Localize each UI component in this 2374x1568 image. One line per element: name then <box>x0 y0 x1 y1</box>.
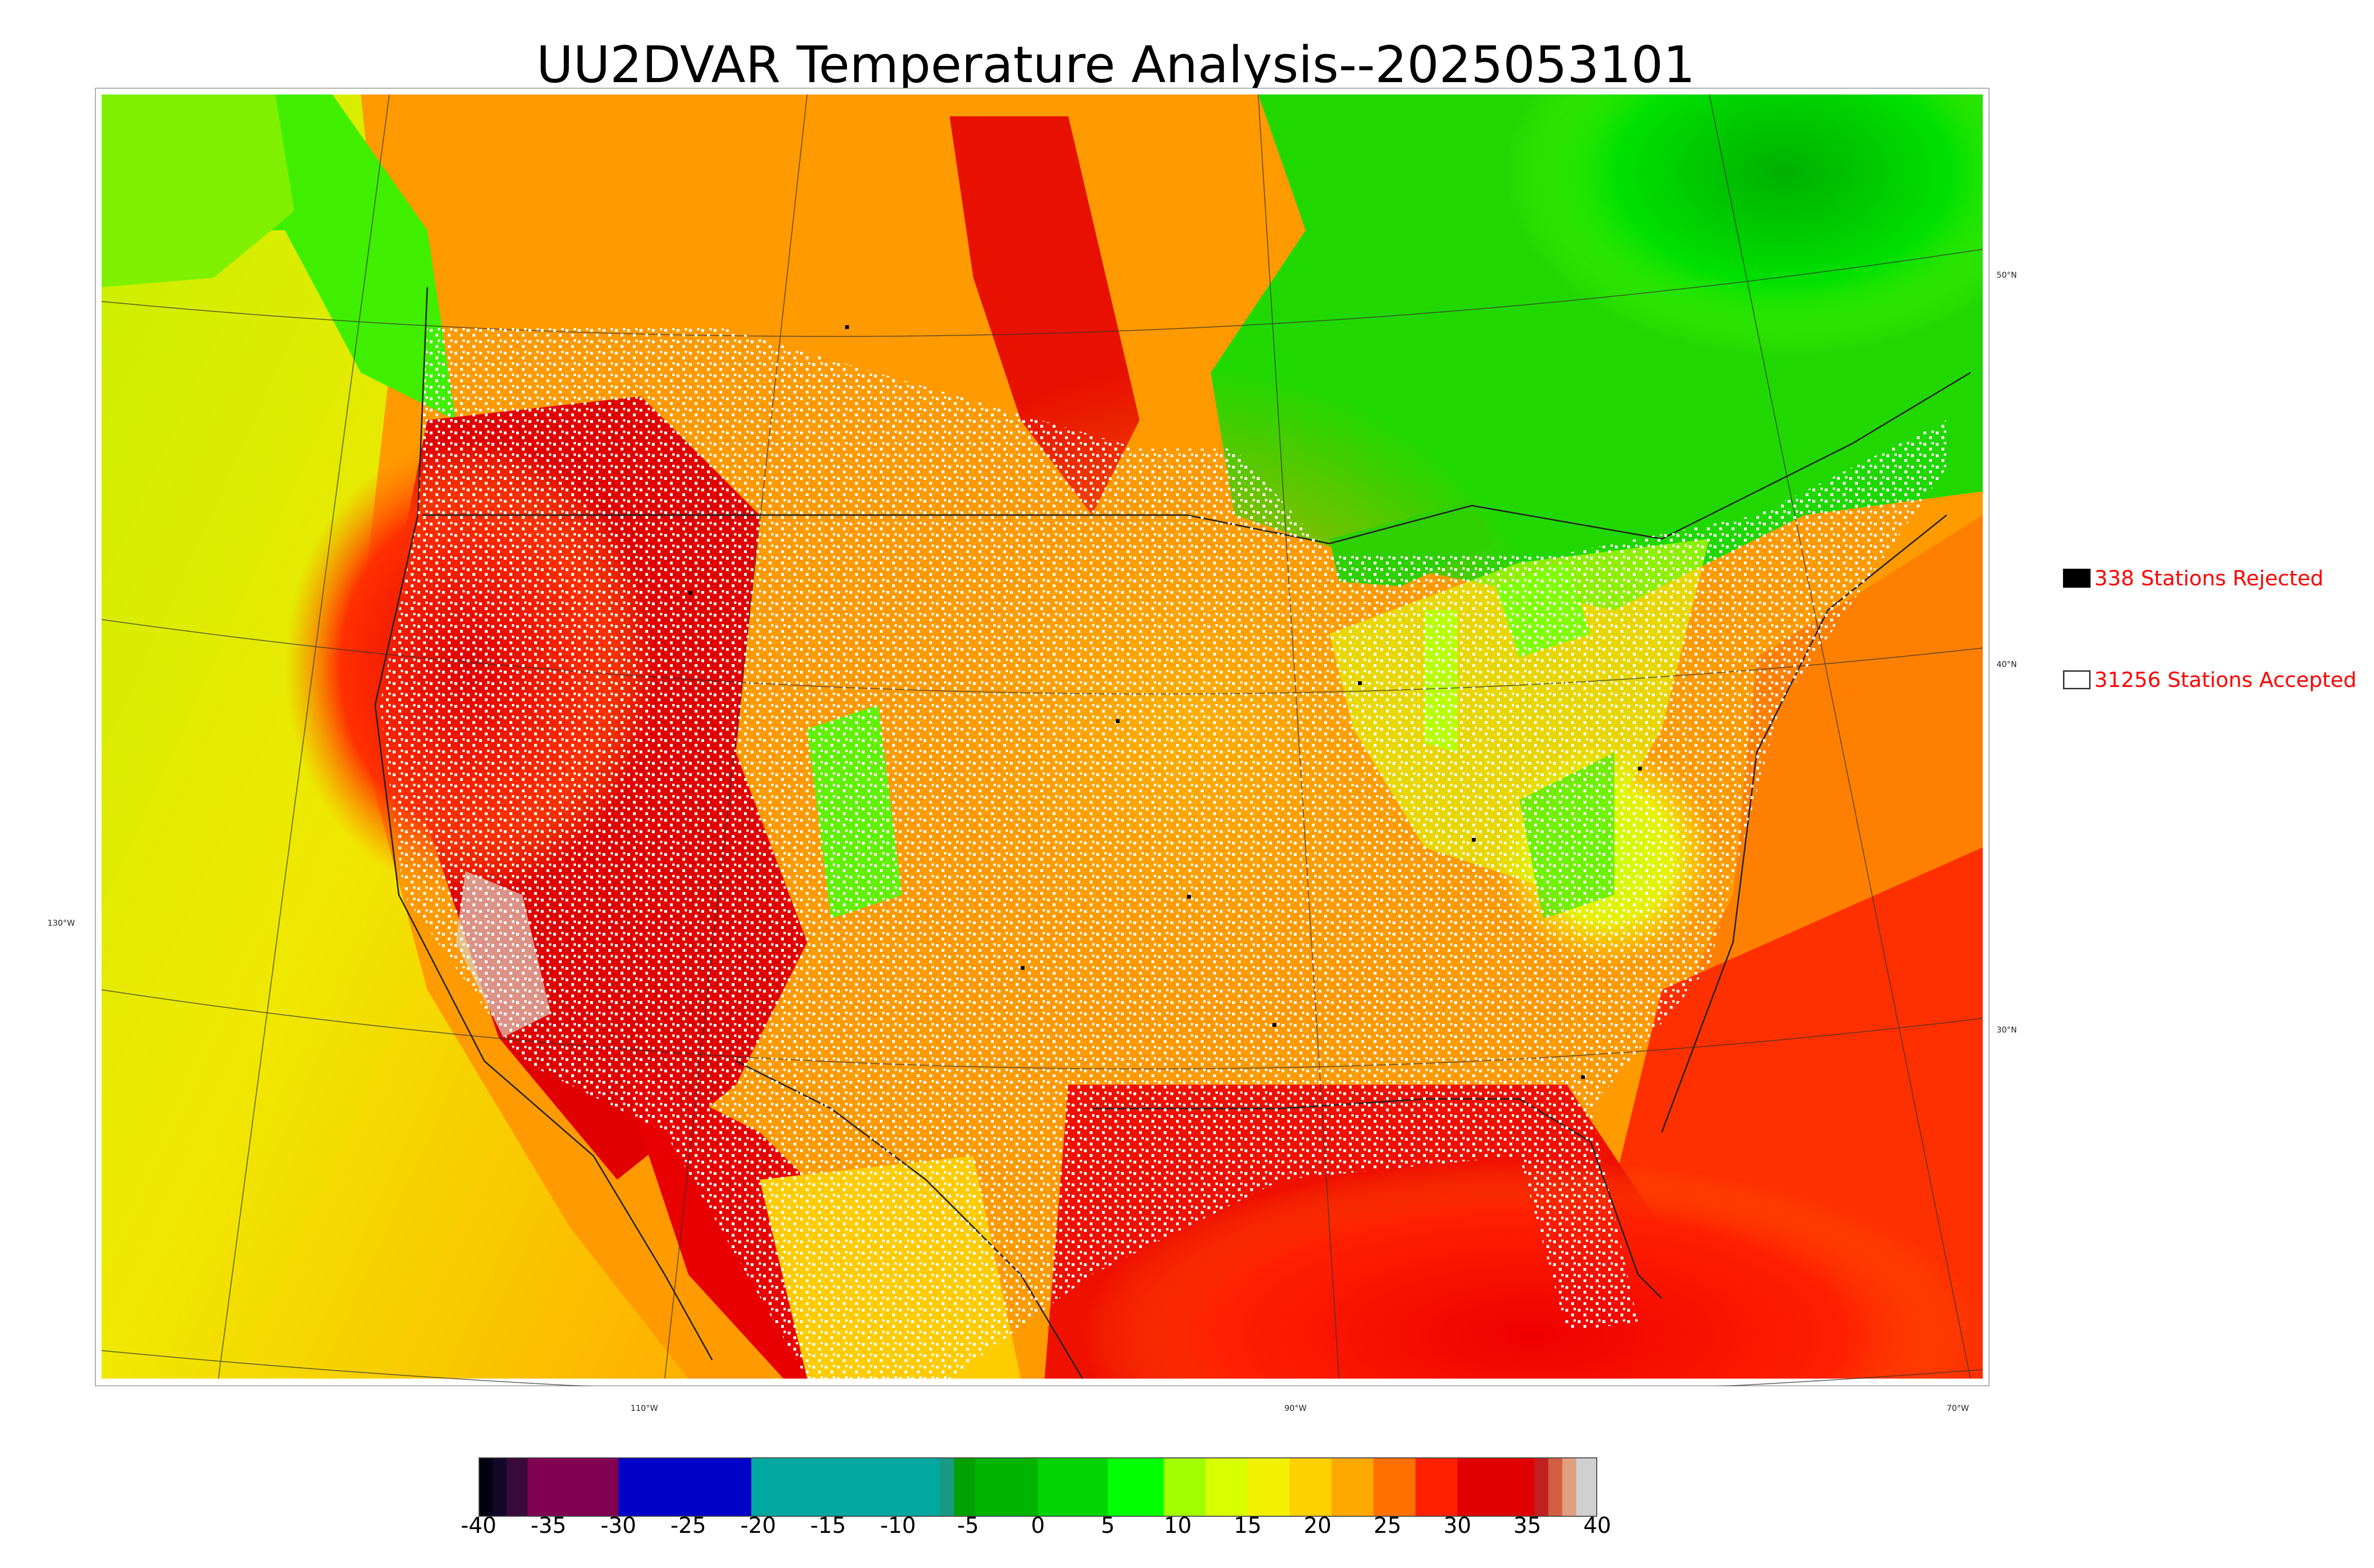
lat-label-30n: 30°N <box>1997 1025 2017 1035</box>
colorbar-tick-label: -15 <box>810 1512 846 1538</box>
colorbar-segment <box>1534 1457 1549 1517</box>
colorbar-segment <box>975 1457 1038 1517</box>
colorbar-tick-label: -40 <box>461 1512 497 1538</box>
lon-label-110w: 110°W <box>631 1404 658 1413</box>
lat-label-50n: 50°N <box>1997 271 2017 280</box>
lat-label-40n: 40°N <box>1997 660 2017 669</box>
colorbar-segment <box>751 1457 843 1517</box>
colorbar-segment <box>1206 1457 1248 1517</box>
colorbar-segment <box>1548 1457 1563 1517</box>
colorbar-tick-label: 10 <box>1164 1512 1192 1538</box>
legend-accepted: 31256 Stations Accepted <box>2063 663 2356 696</box>
colorbar-tick-label: -30 <box>600 1512 637 1538</box>
colorbar-tick-label: 40 <box>1583 1512 1611 1538</box>
colorbar-segment <box>1290 1457 1332 1517</box>
colorbar-tick-label: 5 <box>1101 1512 1115 1538</box>
colorbar-tick-label: 30 <box>1443 1512 1471 1538</box>
colorbar-tick-label: 0 <box>1031 1512 1045 1538</box>
rejected-swatch <box>2063 569 2091 588</box>
colorbar-segment <box>954 1457 975 1517</box>
colorbar-tick-label: 15 <box>1234 1512 1262 1538</box>
colorbar-tick-label: -10 <box>880 1512 916 1538</box>
map-title: UU2DVAR Temperature Analysis--2025053101 <box>536 36 1696 94</box>
legend-accepted-label: 31256 Stations Accepted <box>2094 667 2357 692</box>
colorbar-segment <box>940 1457 954 1517</box>
colorbar-segment <box>1562 1457 1577 1517</box>
colorbar-tick-label: -25 <box>670 1512 707 1538</box>
colorbar-segment <box>1164 1457 1206 1517</box>
colorbar-segment <box>618 1457 752 1517</box>
colorbar-segment <box>842 1457 941 1517</box>
colorbar-segment <box>1457 1457 1535 1517</box>
colorbar-tick-label: -20 <box>740 1512 776 1538</box>
colorbar-segment <box>528 1457 619 1517</box>
colorbar-segment <box>1576 1457 1597 1517</box>
colorbar-tick-label: 25 <box>1373 1512 1402 1538</box>
legend-rejected: 338 Stations Rejected <box>2063 562 2324 595</box>
colorbar-segment <box>1373 1457 1416 1517</box>
colorbar-tick-label: -35 <box>530 1512 566 1538</box>
colorbar-segment <box>1415 1457 1458 1517</box>
colorbar-tick-label: -5 <box>957 1512 979 1538</box>
colorbar-segment <box>1108 1457 1164 1517</box>
colorbar-segment <box>506 1457 528 1517</box>
lon-label-70w: 70°W <box>1947 1404 1969 1413</box>
colorbar-segment <box>1331 1457 1374 1517</box>
colorbar-segment <box>1247 1457 1290 1517</box>
accepted-swatch <box>2063 670 2091 689</box>
colorbar-segment <box>492 1457 507 1517</box>
colorbar-tick-label: 35 <box>1513 1512 1542 1538</box>
colorbar-tick-label: 20 <box>1303 1512 1332 1538</box>
temperature-colorbar <box>479 1457 1597 1517</box>
temperature-map <box>95 88 1989 1386</box>
colorbar-segment <box>1038 1457 1108 1517</box>
lon-label-130w: 130°W <box>47 919 75 928</box>
legend-rejected-label: 338 Stations Rejected <box>2094 566 2324 591</box>
colorbar-frame <box>479 1457 1597 1517</box>
lon-label-90w: 90°W <box>1284 1404 1307 1413</box>
colorbar-segment <box>479 1457 493 1517</box>
